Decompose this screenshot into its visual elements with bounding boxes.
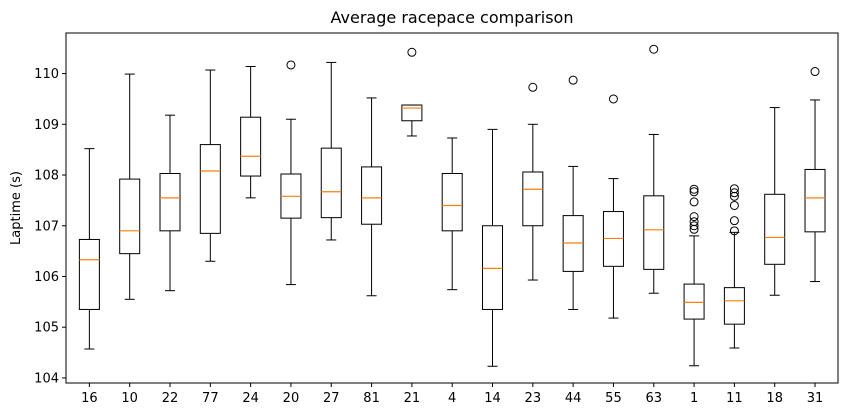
- box-iqr: [522, 171, 544, 227]
- flier-point: [729, 226, 739, 236]
- y-tick-label: 105: [34, 321, 59, 336]
- box-44: [562, 75, 584, 310]
- x-axis-ticks: 16 10 22 77 24 20 27 81 21 4 14 23 44 55 63 1 11 18 31: [81, 383, 823, 406]
- box-iqr: [199, 144, 221, 234]
- x-tick-label: 77: [202, 391, 219, 406]
- flier-point: [689, 184, 699, 194]
- y-axis-ticks: 104 105 106 107 108 109 110: [34, 67, 66, 386]
- x-tick-label: 21: [404, 391, 421, 406]
- y-tick-label: 110: [34, 67, 59, 82]
- x-tick-label: 55: [605, 391, 622, 406]
- x-tick-label: 18: [766, 391, 783, 406]
- flier-point: [810, 67, 820, 77]
- flier-point: [689, 212, 699, 222]
- flier-point: [729, 184, 739, 194]
- box-iqr: [401, 104, 423, 122]
- x-tick-label: 22: [162, 391, 179, 406]
- chart-title: Average racepace comparison: [331, 8, 574, 27]
- flier-point: [689, 197, 699, 207]
- x-tick-label: 1: [690, 391, 698, 406]
- box-55: [602, 94, 624, 319]
- box-11: [723, 184, 745, 349]
- box-iqr: [723, 287, 745, 325]
- x-tick-label: 63: [645, 391, 662, 406]
- x-tick-label: 24: [242, 391, 259, 406]
- box-24: [240, 65, 262, 199]
- flier-point: [649, 44, 659, 54]
- boxes-layer: [78, 44, 826, 367]
- box-iqr: [804, 168, 826, 233]
- box-18: [764, 107, 786, 296]
- box-81: [361, 97, 383, 297]
- x-tick-label: 10: [121, 391, 138, 406]
- box-iqr: [159, 173, 181, 232]
- x-tick-label: 27: [323, 391, 340, 406]
- x-tick-label: 16: [81, 391, 98, 406]
- box-iqr: [482, 225, 504, 310]
- x-tick-label: 4: [448, 391, 456, 406]
- box-20: [280, 60, 302, 286]
- box-14: [482, 128, 504, 367]
- y-tick-label: 109: [34, 118, 59, 133]
- flier-point: [729, 200, 739, 210]
- x-tick-label: 11: [726, 391, 743, 406]
- y-tick-label: 107: [34, 219, 59, 234]
- box-4: [441, 137, 463, 291]
- box-16: [78, 148, 100, 350]
- box-iqr: [643, 195, 665, 270]
- x-tick-label: 23: [525, 391, 542, 406]
- flier-point: [568, 75, 578, 85]
- plot-frame: [65, 32, 839, 384]
- plot-area-background: [66, 33, 838, 383]
- flier-point: [729, 216, 739, 226]
- flier-point: [689, 221, 699, 231]
- box-27: [320, 61, 342, 241]
- flier-point: [407, 47, 417, 57]
- x-tick-label: 31: [807, 391, 824, 406]
- flier-point: [286, 60, 296, 70]
- box-77: [199, 69, 221, 262]
- x-tick-label: 14: [484, 391, 501, 406]
- y-tick-label: 106: [34, 270, 59, 285]
- y-axis-label: Laptime (s): [9, 171, 24, 245]
- box-23: [522, 82, 544, 281]
- x-tick-label: 20: [283, 391, 300, 406]
- box-iqr: [320, 147, 342, 219]
- box-22: [159, 114, 181, 292]
- flier-point: [608, 94, 618, 104]
- flier-point: [528, 82, 538, 92]
- box-iqr: [240, 116, 262, 177]
- box-iqr: [764, 193, 786, 265]
- x-tick-label: 44: [565, 391, 582, 406]
- box-iqr: [361, 166, 383, 225]
- flier-point: [729, 188, 739, 198]
- flier-point: [689, 217, 699, 227]
- box-1: [683, 184, 705, 367]
- box-63: [643, 44, 665, 294]
- box-10: [119, 73, 141, 300]
- box-iqr: [119, 178, 141, 255]
- box-iqr: [78, 238, 100, 310]
- y-tick-label: 104: [34, 371, 59, 386]
- box-iqr: [441, 173, 463, 232]
- box-iqr: [683, 283, 705, 320]
- y-tick-label: 108: [34, 169, 59, 184]
- x-tick-label: 81: [363, 391, 380, 406]
- box-21: [401, 47, 423, 137]
- box-31: [804, 67, 826, 283]
- flier-point: [689, 187, 699, 197]
